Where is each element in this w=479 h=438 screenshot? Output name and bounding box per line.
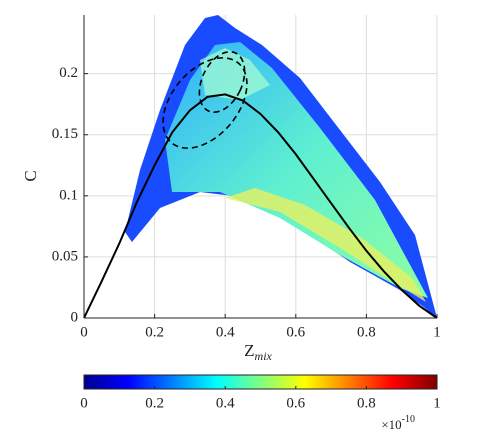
cloud-band <box>225 188 426 302</box>
x-label-main: Z <box>244 341 254 360</box>
x-tick-label: 0.4 <box>216 324 235 340</box>
y-tick-label: 0.2 <box>59 65 78 81</box>
contour <box>162 57 248 149</box>
y-tick-label: 0.05 <box>52 248 78 264</box>
colorbar <box>83 374 438 390</box>
exponent: -10 <box>402 414 415 425</box>
multiplier: ×10 <box>381 417 401 432</box>
colorbar-tick-label: 0.2 <box>145 395 164 411</box>
x-tick-label: 1 <box>433 324 441 340</box>
x-tick-label: 0.8 <box>357 324 376 340</box>
colorbar-multiplier: ×10-10 <box>381 414 415 432</box>
colorbar-tick-label: 0.8 <box>357 395 376 411</box>
x-axis-label: Zmix <box>244 341 272 363</box>
x-tick-label: 0 <box>80 324 88 340</box>
x-label-sub: mix <box>255 349 273 363</box>
curve <box>83 93 438 319</box>
dashed-contours <box>162 50 248 149</box>
density-cloud <box>125 15 437 318</box>
x-tick-label: 0.6 <box>286 324 305 340</box>
colorbar-tick-label: 0.4 <box>216 395 235 411</box>
y-tick-label: 0.15 <box>52 126 78 142</box>
cloud-mid <box>165 42 428 298</box>
colorbar-tick-label: 1 <box>433 395 441 411</box>
cloud-core <box>200 48 270 100</box>
colorbar-tick-label: 0.6 <box>286 395 305 411</box>
colorbar-tick-label: 0 <box>80 395 88 411</box>
contour <box>198 50 246 114</box>
y-tick-label: 0 <box>71 309 79 325</box>
x-tick-label: 0.2 <box>145 324 164 340</box>
y-tick-label: 0.1 <box>59 187 78 203</box>
y-axis-label: C <box>21 170 40 181</box>
